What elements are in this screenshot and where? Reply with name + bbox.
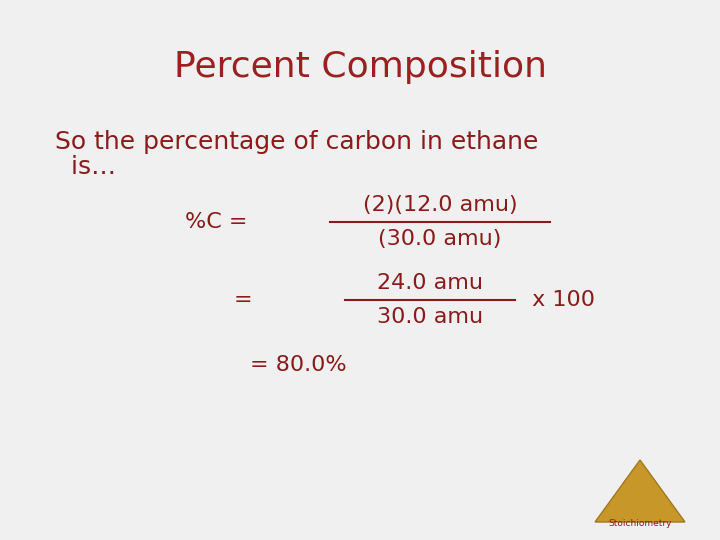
Text: (30.0 amu): (30.0 amu) bbox=[378, 229, 502, 249]
Text: Percent Composition: Percent Composition bbox=[174, 50, 546, 84]
Polygon shape bbox=[595, 460, 685, 522]
Text: is…: is… bbox=[55, 155, 116, 179]
Text: %C =: %C = bbox=[185, 212, 255, 232]
Text: (2)(12.0 amu): (2)(12.0 amu) bbox=[363, 195, 517, 215]
Text: Stoichiometry: Stoichiometry bbox=[608, 519, 672, 528]
Text: So the percentage of carbon in ethane: So the percentage of carbon in ethane bbox=[55, 130, 539, 154]
Text: 30.0 amu: 30.0 amu bbox=[377, 307, 483, 327]
Text: = 80.0%: = 80.0% bbox=[250, 355, 346, 375]
Text: 24.0 amu: 24.0 amu bbox=[377, 273, 483, 293]
Text: =: = bbox=[234, 290, 260, 310]
Text: x 100: x 100 bbox=[525, 290, 595, 310]
